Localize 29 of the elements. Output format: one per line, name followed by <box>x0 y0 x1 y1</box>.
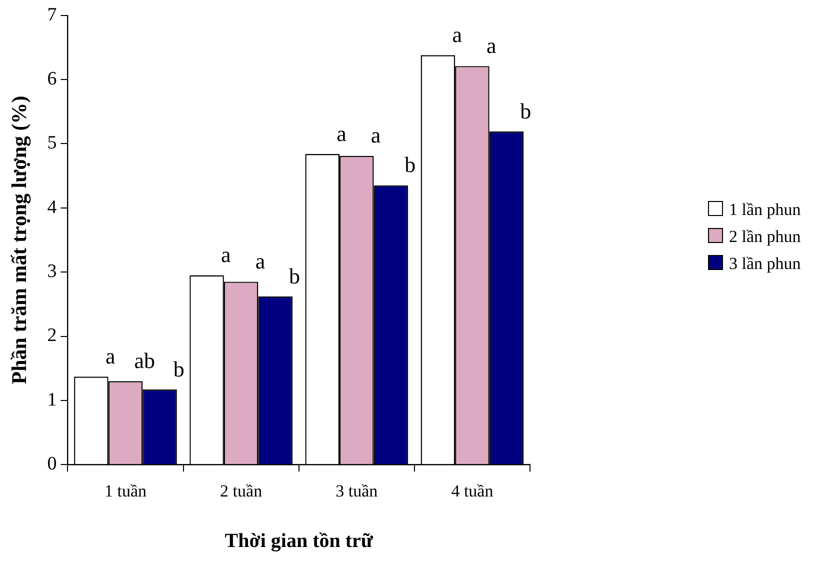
annotation: a <box>336 120 347 146</box>
legend-label: 3 lần phun <box>729 254 801 273</box>
annotation: a <box>105 343 116 368</box>
annotation: b <box>288 263 300 288</box>
annotation: b <box>404 152 416 178</box>
annotation: b <box>520 98 532 124</box>
x-tick-label: 2 tuần <box>220 481 263 500</box>
y-tick-label: 7 <box>47 4 57 26</box>
legend-label: 2 lần phun <box>729 227 801 246</box>
x-tick-label: 1 tuần <box>104 481 147 500</box>
x-tick-label: 4 tuần <box>451 481 494 500</box>
y-tick-label: 5 <box>47 132 57 154</box>
x-axis-title: Thời gian tồn trữ <box>224 530 374 552</box>
x-tick-label: 3 tuần <box>336 481 378 500</box>
y-tick-label: 4 <box>47 196 58 218</box>
annotation: a <box>221 242 232 268</box>
y-tick-label: 1 <box>47 389 57 410</box>
annotation: a <box>255 248 266 274</box>
y-tick-label: 2 <box>47 325 57 346</box>
annotation: a <box>452 22 462 47</box>
y-tick-label: 3 <box>47 261 57 282</box>
y-tick-label: 0 <box>47 454 57 475</box>
annotation: b <box>173 356 184 382</box>
annotation: a <box>370 122 381 148</box>
annotation: ab <box>134 348 156 373</box>
y-tick-label: 6 <box>47 68 57 90</box>
text: 1 lần phun <box>729 200 801 219</box>
annotation: a <box>486 32 496 58</box>
y-axis-title: Phần trăm mất trọng lượng (%) <box>7 96 32 384</box>
